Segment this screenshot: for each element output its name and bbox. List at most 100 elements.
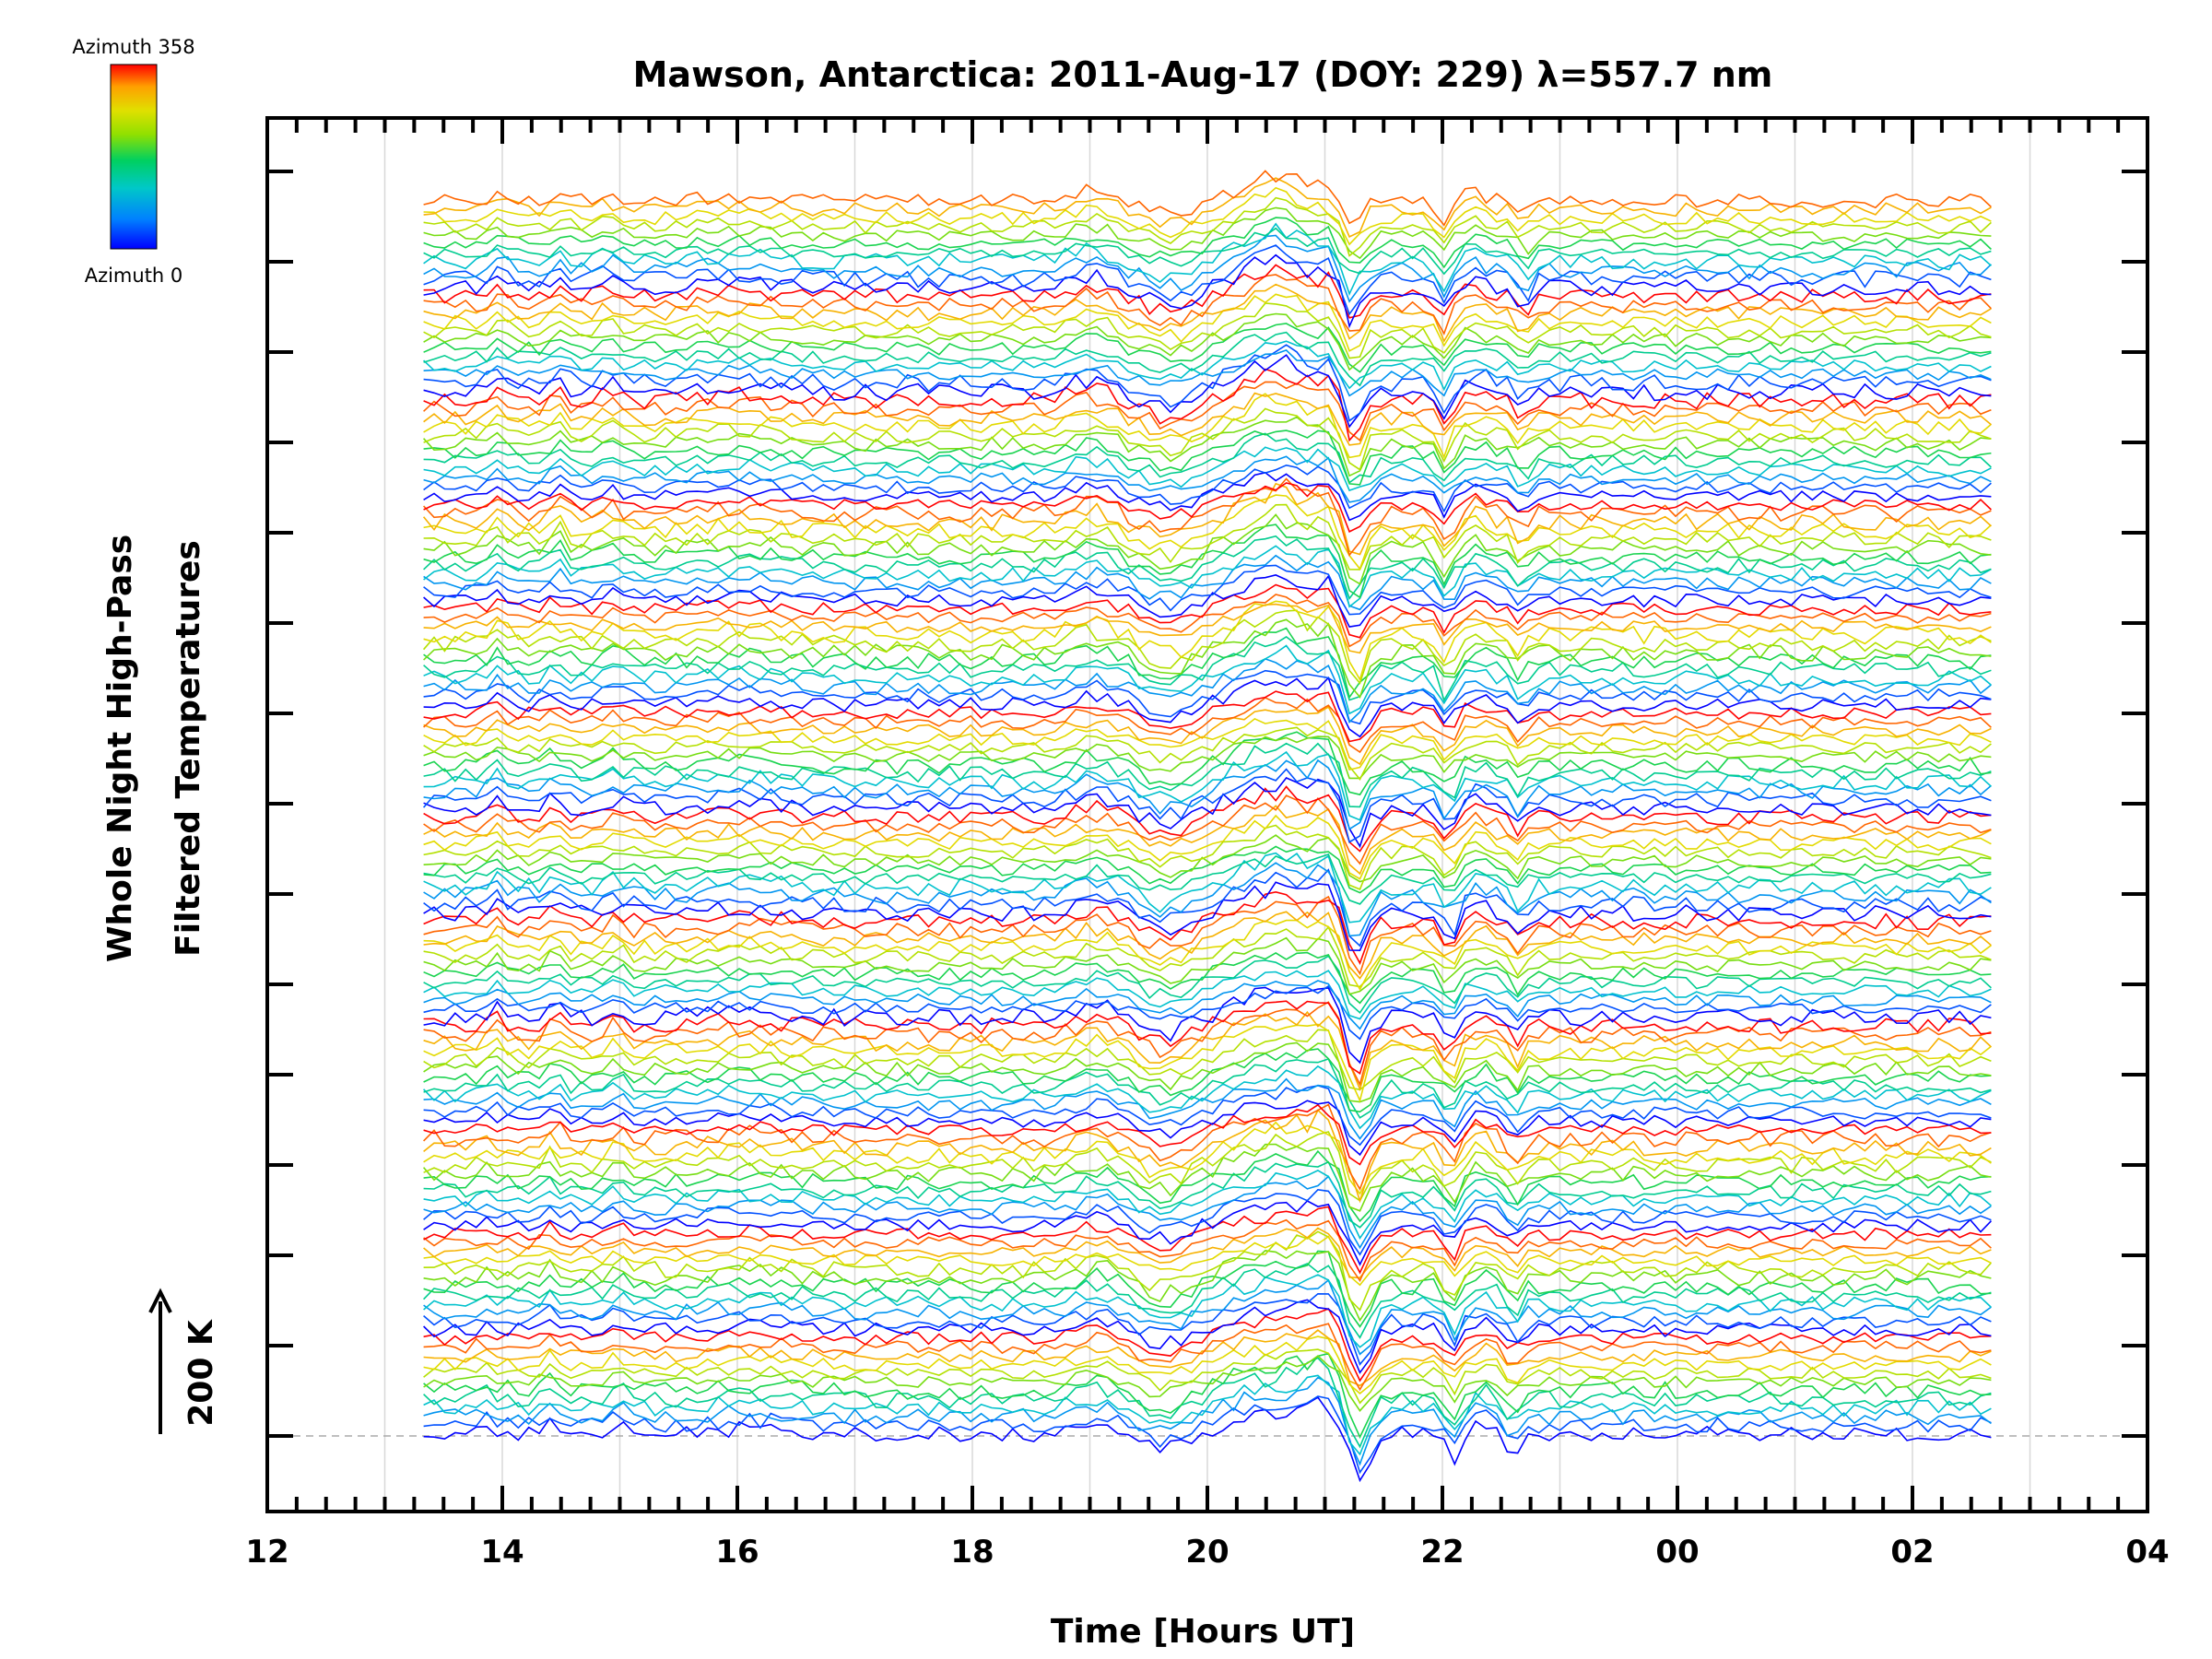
series-line [423, 1010, 1992, 1092]
series-line [423, 1374, 1992, 1456]
series-line [423, 669, 1992, 725]
series-line [422, 482, 1992, 556]
y-axis-title: Whole Night High-Pass Filtered Temperatu… [101, 535, 207, 962]
series-line [423, 344, 1992, 422]
series-line [423, 742, 1992, 808]
series-line [423, 407, 1992, 471]
x-tick-label: 20 [1185, 1534, 1229, 1571]
series-line [423, 1200, 1992, 1266]
series-line [423, 677, 1992, 738]
series-line [423, 984, 1992, 1041]
series-line [422, 609, 1992, 685]
series-line [423, 785, 1992, 853]
colorbar-bottom-label: Azimuth 0 [85, 265, 183, 287]
colorbar [110, 64, 158, 250]
series-line [423, 1250, 1992, 1323]
series-line [423, 368, 1992, 442]
series-line [423, 1048, 1992, 1113]
series-line [423, 1077, 1992, 1140]
series-line [423, 1355, 1992, 1413]
series-line [423, 852, 1992, 924]
series-line [423, 1218, 1992, 1283]
series-line [423, 1175, 1992, 1250]
series-line [423, 1023, 1992, 1103]
series-line [423, 925, 1992, 988]
series-line [423, 627, 1992, 700]
series-line [423, 170, 1992, 227]
series-line [423, 1000, 1992, 1075]
series-line [423, 234, 1992, 303]
series-line [423, 600, 1992, 682]
series-line [423, 1029, 1992, 1091]
series-line [423, 1235, 1992, 1287]
series-line [423, 636, 1992, 702]
series-line [423, 340, 1992, 392]
series-line [423, 494, 1992, 571]
series-line [423, 482, 1992, 534]
series-line [423, 206, 1992, 260]
axes [265, 116, 2149, 1513]
series-line [423, 824, 1992, 890]
series-line [423, 574, 1992, 628]
series-line [423, 705, 1992, 766]
series-line [423, 312, 1992, 371]
x-tick-label: 02 [1890, 1534, 1934, 1571]
x-axis-title: Time [Hours UT] [1051, 1613, 1355, 1651]
series-line [423, 354, 1992, 429]
scale-indicator: 200 K [148, 1288, 220, 1434]
scale-label: 200 K [182, 1319, 220, 1427]
series-line [423, 1299, 1992, 1374]
series-line [423, 331, 1992, 387]
series-line [423, 564, 1992, 616]
series-line [423, 283, 1992, 343]
x-tick-label: 12 [245, 1534, 288, 1571]
series-line [423, 726, 1992, 781]
series-line [423, 554, 1992, 611]
x-tick-label: 00 [1655, 1534, 1699, 1571]
series-line [423, 302, 1992, 359]
x-tick-label: 16 [715, 1534, 759, 1571]
series-line [423, 253, 1992, 329]
x-tick-labels: 12 14 16 18 20 22 00 02 04 [245, 1534, 2169, 1571]
series-line [423, 1149, 1992, 1223]
series-line [423, 1329, 1992, 1387]
series-line [423, 1041, 1992, 1103]
series-line [423, 834, 1992, 883]
series-lines [422, 170, 1992, 1483]
series-line [423, 1058, 1992, 1119]
series-line [423, 348, 1992, 397]
series-line [423, 503, 1992, 571]
series-line [423, 1103, 1992, 1192]
series-line [423, 911, 1992, 980]
series-line [423, 1335, 1992, 1394]
series-line [423, 432, 1992, 484]
series-line [423, 1352, 1992, 1440]
series-line [423, 513, 1992, 585]
series-line [423, 603, 1992, 654]
series-line [423, 1278, 1992, 1356]
series-line [423, 853, 1992, 905]
series-line [423, 464, 1992, 513]
series-line [423, 471, 1992, 522]
series-line [423, 264, 1992, 319]
series-line [423, 535, 1992, 600]
series-line [423, 618, 1992, 700]
series-line [423, 890, 1992, 965]
series-line [423, 970, 1992, 1020]
series-line [423, 393, 1992, 459]
series-line [423, 1396, 1992, 1483]
series-line [423, 545, 1992, 608]
series-line [423, 735, 1992, 780]
series-line [423, 1292, 1992, 1366]
series-line [423, 1206, 1992, 1275]
series-line [423, 895, 1992, 976]
colorbar-legend: Azimuth 358 Azimuth 0 [72, 36, 194, 287]
series-line [423, 951, 1992, 1005]
x-tick-label: 14 [480, 1534, 524, 1571]
series-line [423, 416, 1992, 477]
series-line [423, 1307, 1992, 1382]
series-line [423, 222, 1992, 297]
series-line [423, 1065, 1992, 1130]
series-line [423, 881, 1992, 952]
